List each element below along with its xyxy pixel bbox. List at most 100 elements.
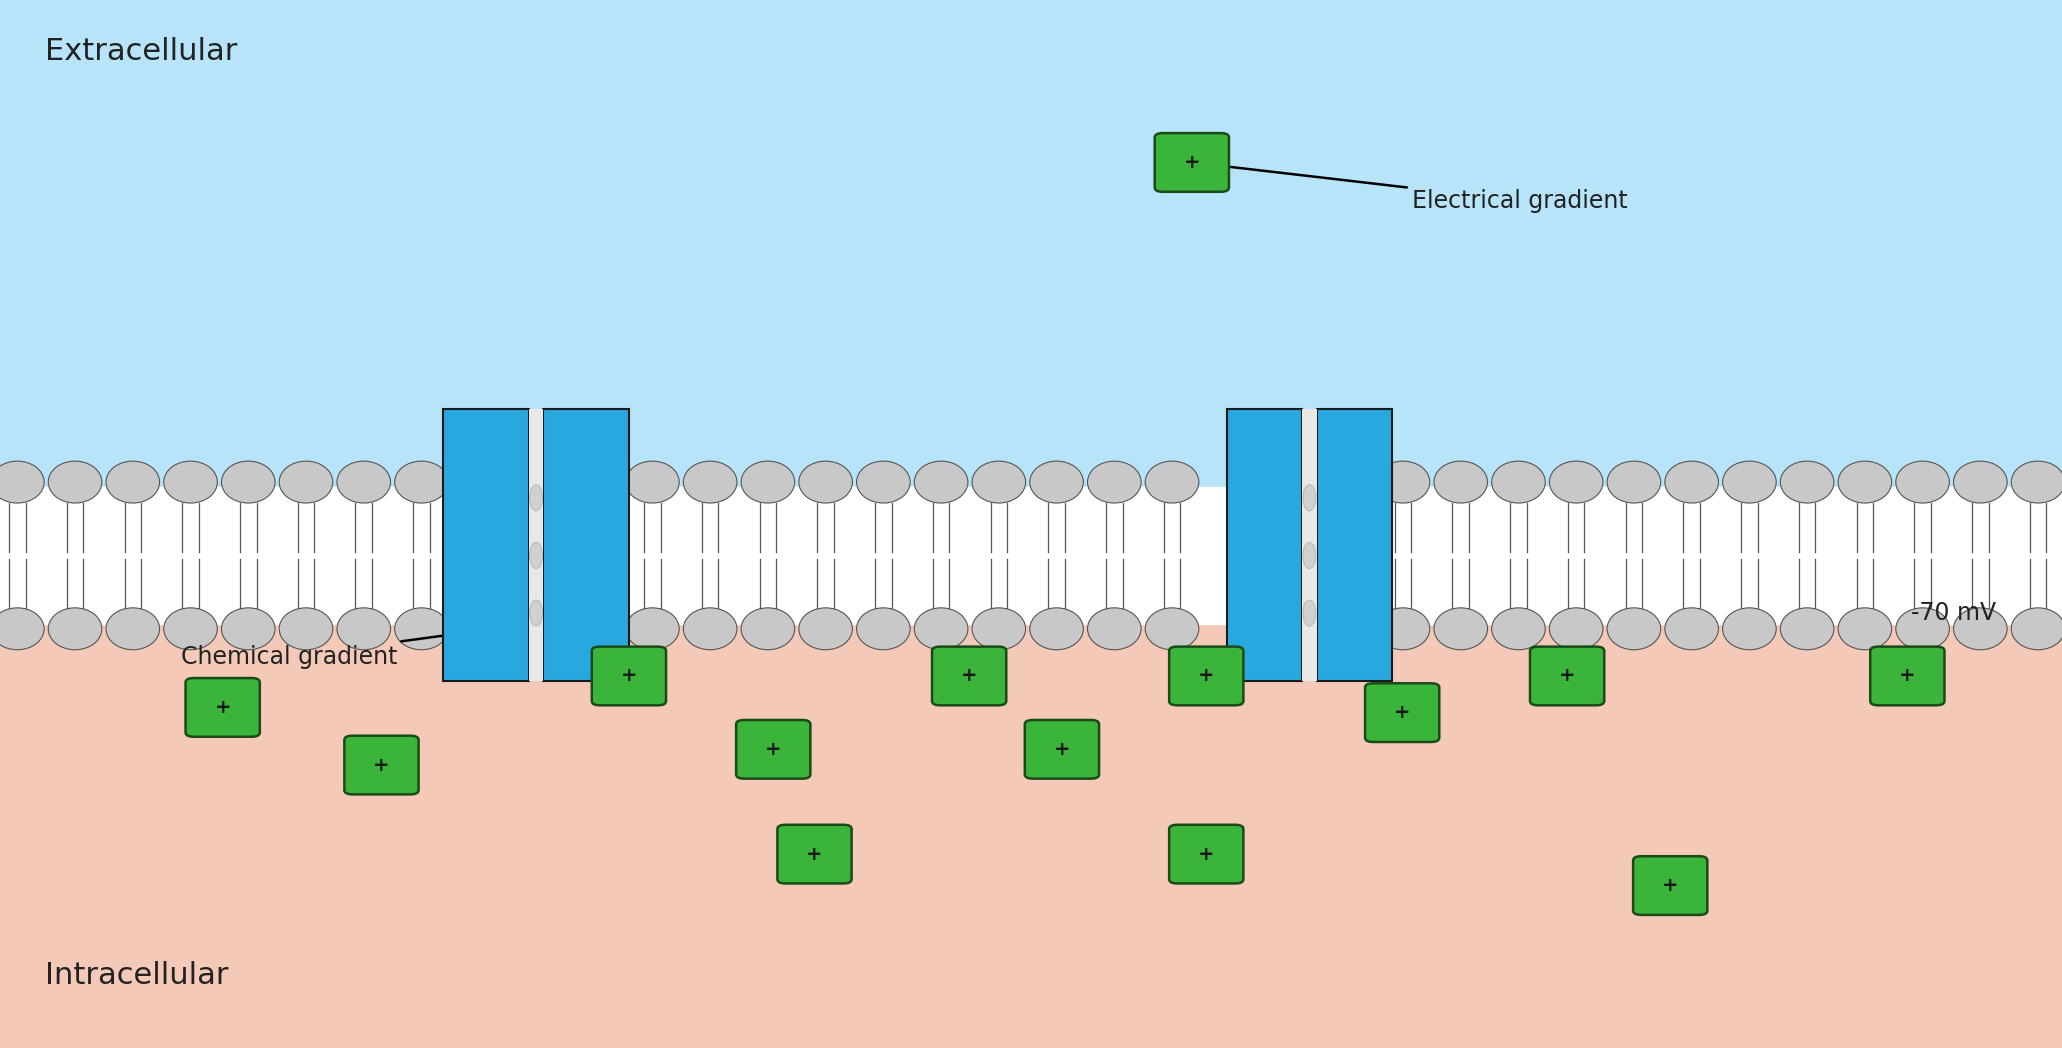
Ellipse shape	[1664, 461, 1718, 503]
Ellipse shape	[740, 608, 794, 650]
Ellipse shape	[1549, 461, 1602, 503]
Text: +: +	[961, 667, 977, 685]
Ellipse shape	[1375, 461, 1429, 503]
Bar	[0, 487, 2062, 624]
Text: +: +	[806, 845, 823, 864]
Text: +: +	[1559, 667, 1575, 685]
Ellipse shape	[1491, 461, 1544, 503]
Ellipse shape	[1837, 461, 1891, 503]
Ellipse shape	[1895, 608, 1949, 650]
Ellipse shape	[1144, 461, 1198, 503]
Ellipse shape	[856, 461, 909, 503]
Text: -70 mV: -70 mV	[1911, 602, 1996, 625]
Ellipse shape	[1837, 608, 1891, 650]
Ellipse shape	[1087, 608, 1140, 650]
Ellipse shape	[1953, 461, 2006, 503]
FancyBboxPatch shape	[186, 678, 260, 737]
Ellipse shape	[971, 461, 1025, 503]
Ellipse shape	[1780, 608, 1833, 650]
Ellipse shape	[1606, 461, 1660, 503]
Ellipse shape	[798, 608, 852, 650]
Ellipse shape	[1722, 608, 1775, 650]
Ellipse shape	[1606, 608, 1660, 650]
Ellipse shape	[1780, 461, 1833, 503]
Ellipse shape	[913, 461, 967, 503]
Ellipse shape	[1895, 461, 1949, 503]
FancyBboxPatch shape	[1870, 647, 1944, 705]
Ellipse shape	[1029, 608, 1083, 650]
Ellipse shape	[683, 608, 736, 650]
FancyBboxPatch shape	[932, 647, 1006, 705]
Text: +: +	[1899, 667, 1916, 685]
Ellipse shape	[1664, 608, 1718, 650]
Ellipse shape	[1433, 608, 1487, 650]
Text: Chemical gradient: Chemical gradient	[181, 620, 526, 669]
FancyBboxPatch shape	[1365, 683, 1439, 742]
Ellipse shape	[278, 608, 332, 650]
Ellipse shape	[336, 608, 390, 650]
FancyBboxPatch shape	[1169, 825, 1243, 883]
Bar	[544, 409, 629, 681]
FancyBboxPatch shape	[1633, 856, 1707, 915]
Ellipse shape	[47, 461, 101, 503]
Ellipse shape	[1144, 608, 1198, 650]
Text: Extracellular: Extracellular	[45, 37, 237, 66]
Bar	[1303, 409, 1316, 681]
Ellipse shape	[47, 608, 101, 650]
Ellipse shape	[856, 608, 909, 650]
Ellipse shape	[105, 608, 159, 650]
Ellipse shape	[1491, 608, 1544, 650]
Ellipse shape	[2010, 461, 2062, 503]
Ellipse shape	[221, 608, 274, 650]
Ellipse shape	[530, 599, 542, 627]
FancyBboxPatch shape	[1025, 720, 1099, 779]
Ellipse shape	[0, 608, 43, 650]
Ellipse shape	[105, 461, 159, 503]
Bar	[0, 624, 2062, 1048]
Bar	[1316, 409, 1392, 681]
Ellipse shape	[1303, 484, 1316, 511]
Text: +: +	[1054, 740, 1070, 759]
FancyBboxPatch shape	[592, 647, 666, 705]
Ellipse shape	[683, 461, 736, 503]
Bar	[528, 409, 544, 681]
Ellipse shape	[1722, 461, 1775, 503]
Ellipse shape	[1087, 461, 1140, 503]
Text: +: +	[765, 740, 781, 759]
Ellipse shape	[0, 461, 43, 503]
Ellipse shape	[394, 461, 447, 503]
Ellipse shape	[1375, 608, 1429, 650]
FancyBboxPatch shape	[777, 825, 852, 883]
Ellipse shape	[530, 543, 542, 569]
Ellipse shape	[163, 461, 217, 503]
Bar	[443, 409, 528, 681]
Ellipse shape	[798, 461, 852, 503]
Ellipse shape	[1433, 461, 1487, 503]
FancyBboxPatch shape	[1530, 647, 1604, 705]
Text: Electrical gradient: Electrical gradient	[1198, 159, 1629, 213]
Ellipse shape	[625, 461, 678, 503]
FancyBboxPatch shape	[344, 736, 419, 794]
FancyBboxPatch shape	[736, 720, 810, 779]
Ellipse shape	[625, 608, 678, 650]
Text: +: +	[1198, 667, 1215, 685]
FancyBboxPatch shape	[1169, 647, 1243, 705]
Ellipse shape	[1303, 599, 1316, 627]
Bar	[1227, 409, 1303, 681]
Ellipse shape	[530, 484, 542, 511]
Ellipse shape	[394, 608, 447, 650]
Ellipse shape	[278, 461, 332, 503]
Ellipse shape	[336, 461, 390, 503]
Ellipse shape	[740, 461, 794, 503]
Ellipse shape	[1303, 543, 1316, 569]
Ellipse shape	[971, 608, 1025, 650]
Ellipse shape	[163, 608, 217, 650]
Text: +: +	[1198, 845, 1215, 864]
FancyBboxPatch shape	[1155, 133, 1229, 192]
Ellipse shape	[913, 608, 967, 650]
Ellipse shape	[1549, 608, 1602, 650]
Text: +: +	[1184, 153, 1200, 172]
Text: +: +	[214, 698, 231, 717]
Ellipse shape	[221, 461, 274, 503]
Ellipse shape	[1029, 461, 1083, 503]
